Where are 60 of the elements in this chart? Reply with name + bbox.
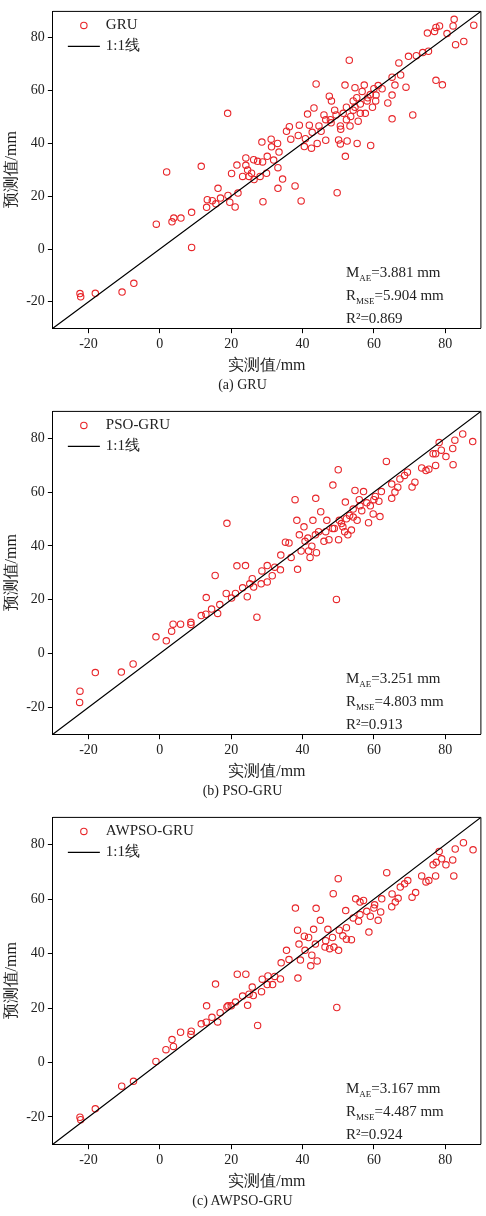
x-axis-title: 实测值/mm — [228, 1171, 307, 1189]
legend-label: AWPSO-GRU — [105, 822, 194, 839]
x-tick-label: 60 — [366, 336, 381, 352]
x-tick-label: -20 — [79, 742, 98, 758]
annotation: R²=0.913 — [345, 716, 404, 734]
y-tick-label: 60 — [30, 82, 45, 98]
y-tick-label: -20 — [26, 293, 45, 309]
x-tick-label: 20 — [224, 336, 239, 352]
annotation: R$_{MSE}$=5.904 mm — [345, 287, 444, 309]
x-tick-label: 80 — [438, 1152, 453, 1168]
y-tick-label: 60 — [30, 483, 45, 499]
y-axis-title: 预测值/mm — [1, 941, 19, 1020]
x-tick-label: -20 — [79, 1152, 98, 1168]
x-axis-title: 实测值/mm — [228, 355, 307, 373]
annotation: M$_{AE}$=3.881 mm — [345, 264, 442, 286]
y-tick-label: 80 — [30, 429, 45, 445]
x-tick-label: 20 — [224, 1152, 239, 1168]
text: (a) GRU — [218, 377, 267, 394]
x-tick-label: 60 — [366, 742, 381, 758]
annotation: R²=0.869 — [345, 310, 404, 328]
x-tick-label: 80 — [438, 336, 453, 352]
legend-label: 1:1线 — [105, 843, 141, 860]
x-tick-label: 40 — [295, 1152, 310, 1168]
y-tick-label: 40 — [30, 945, 45, 961]
y-tick-label: 20 — [30, 591, 45, 607]
x-tick-label: 60 — [366, 1152, 381, 1168]
annotation: R$_{MSE}$=4.487 mm — [345, 1103, 444, 1125]
x-tick-label: 80 — [438, 742, 453, 758]
text: (b) PSO-GRU — [202, 783, 283, 800]
x-tick-label: 0 — [156, 336, 164, 352]
y-tick-label: -20 — [26, 1108, 45, 1124]
y-axis-title: 预测值/mm — [1, 533, 19, 612]
y-tick-label: 80 — [30, 29, 45, 45]
x-tick-label: 0 — [156, 1152, 164, 1168]
y-tick-label: 20 — [30, 187, 45, 203]
annotation: M$_{AE}$=3.251 mm — [345, 670, 442, 692]
y-tick-label: 80 — [30, 836, 45, 852]
legend-label: 1:1线 — [105, 37, 141, 54]
annotation: R²=0.924 — [345, 1126, 404, 1144]
x-tick-label: 0 — [156, 742, 164, 758]
y-axis-title: 预测值/mm — [1, 130, 19, 209]
annotation: M$_{AE}$=3.167 mm — [345, 1080, 442, 1102]
y-tick-label: 60 — [30, 890, 45, 906]
text: (c) AWPSO-GRU — [192, 1193, 293, 1210]
legend-label: 1:1线 — [105, 437, 141, 454]
x-tick-label: 40 — [295, 742, 310, 758]
annotation: R$_{MSE}$=4.803 mm — [345, 693, 444, 715]
y-tick-label: 0 — [37, 1054, 45, 1070]
legend-label: PSO-GRU — [105, 416, 171, 433]
x-tick-label: 40 — [295, 336, 310, 352]
x-axis-title: 实测值/mm — [228, 761, 307, 779]
y-tick-label: 40 — [30, 537, 45, 553]
y-tick-label: 40 — [30, 135, 45, 151]
y-tick-label: 0 — [37, 645, 45, 661]
x-tick-label: -20 — [79, 336, 98, 352]
y-tick-label: 0 — [37, 240, 45, 256]
y-tick-label: 20 — [30, 999, 45, 1015]
x-tick-label: 20 — [224, 742, 239, 758]
y-tick-label: -20 — [26, 698, 45, 714]
legend-label: GRU — [105, 16, 138, 33]
